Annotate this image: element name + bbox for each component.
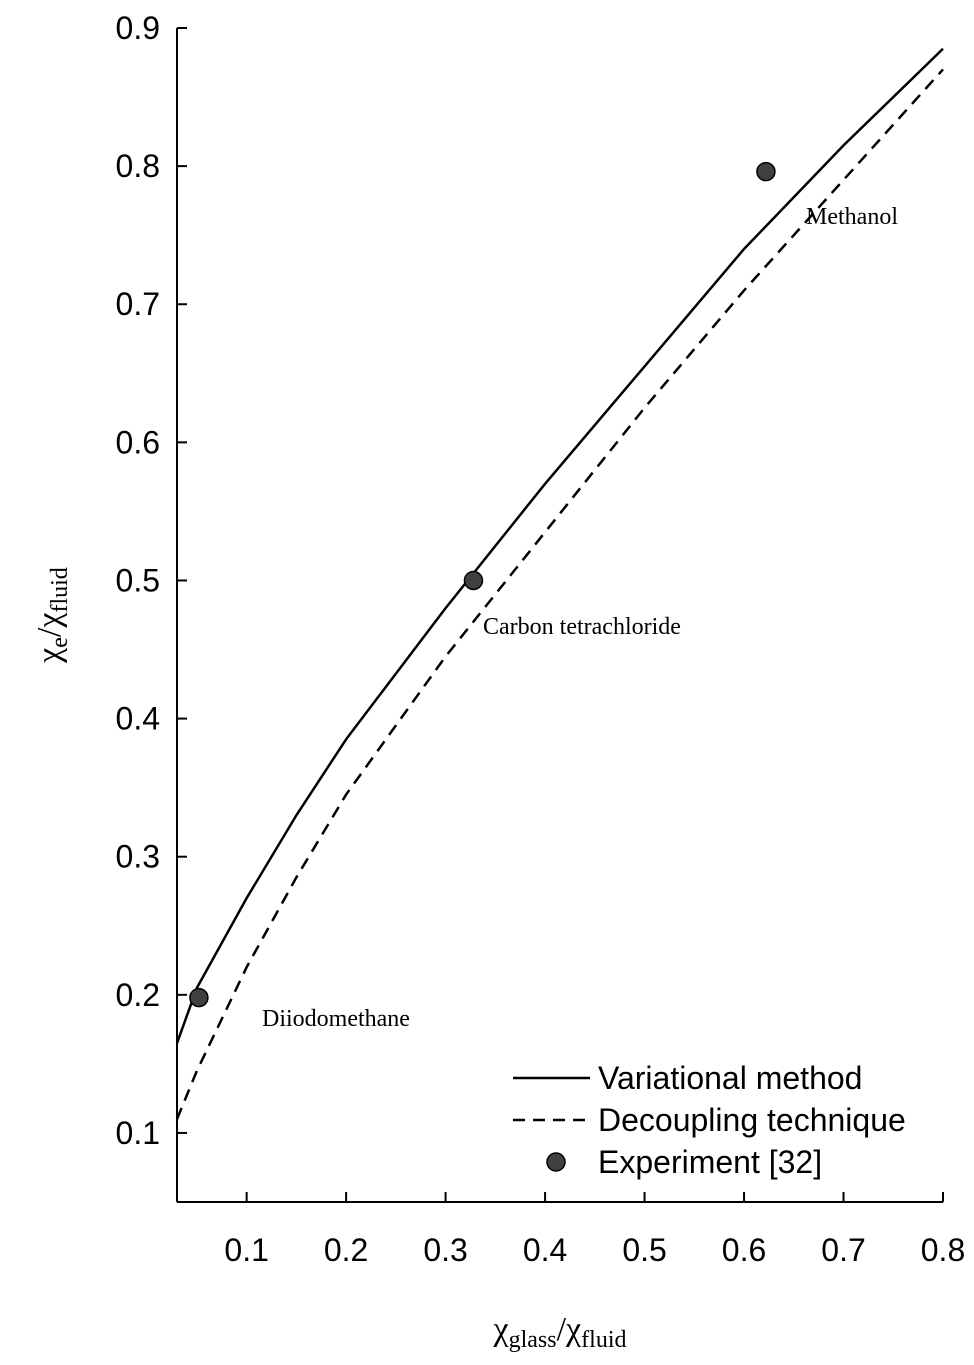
x-tick-label: 0.7: [821, 1232, 865, 1268]
data-point: [756, 161, 776, 182]
y-tick-label: 0.8: [116, 148, 160, 184]
x-tick-label: 0.6: [722, 1232, 766, 1268]
x_label: χglass/χfluid: [493, 1311, 627, 1353]
label-subscript: e: [47, 637, 73, 648]
annotation: Carbon tetrachloride: [483, 614, 681, 640]
annotation: Methanol: [806, 204, 898, 230]
legend-label: Experiment [32]: [598, 1144, 822, 1180]
label-part: /χ: [31, 613, 68, 638]
x-tick-label: 0.2: [324, 1232, 368, 1268]
data-point: [189, 987, 209, 1008]
label-subscript: glass: [509, 1327, 557, 1353]
y-tick-label: 0.5: [116, 562, 160, 598]
x-tick-label: 0.8: [921, 1232, 965, 1268]
y-tick-label: 0.6: [116, 424, 160, 460]
x-tick-label: 0.4: [523, 1232, 567, 1268]
y-tick-label: 0.3: [116, 839, 160, 875]
legend-label: Decoupling technique: [598, 1102, 906, 1138]
y-tick-label: 0.9: [116, 10, 160, 46]
y-tick-label: 0.7: [116, 286, 160, 322]
y_label: χe/χfluid: [31, 567, 73, 664]
series-line: [175, 68, 944, 1120]
label-subscript: fluid: [581, 1327, 626, 1353]
label-part: χ: [493, 1311, 509, 1348]
y-tick-label: 0.2: [116, 977, 160, 1013]
data-point: [463, 570, 484, 591]
legend-label: Variational method: [598, 1060, 862, 1096]
label-subscript: fluid: [47, 567, 73, 612]
label-part: /χ: [557, 1311, 582, 1348]
x-tick-label: 0.5: [622, 1232, 666, 1268]
x-tick-label: 0.3: [423, 1232, 467, 1268]
x-tick-label: 0.1: [224, 1232, 268, 1268]
y-tick-label: 0.1: [116, 1115, 160, 1151]
legend-marker: [546, 1152, 566, 1172]
series-line: [175, 47, 944, 1044]
label-part: χ: [31, 648, 68, 664]
annotation: Diiodomethane: [262, 1006, 410, 1032]
y-tick-label: 0.4: [116, 701, 160, 737]
